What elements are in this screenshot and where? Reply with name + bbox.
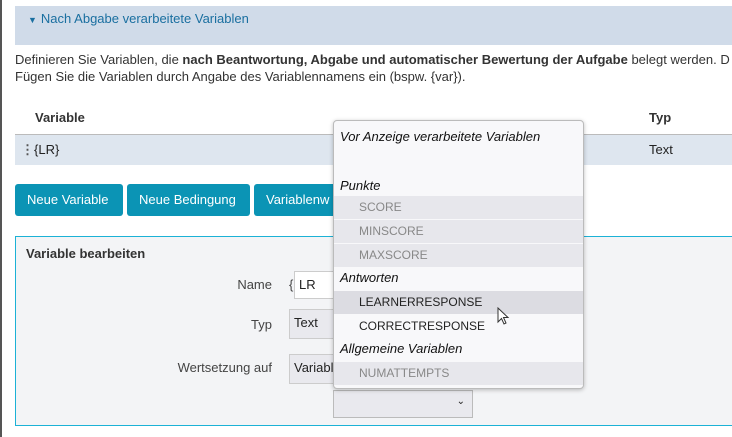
section-header[interactable]: ▼ Nach Abgabe verarbeitete Variablen xyxy=(15,6,732,45)
chevron-down-icon: ⌄ xyxy=(456,396,465,407)
assign-label: Wertsetzung auf xyxy=(177,360,272,375)
section-title: Nach Abgabe verarbeitete Variablen xyxy=(40,11,249,26)
option-score: SCORE xyxy=(334,196,583,219)
group-label: Punkte xyxy=(340,178,381,193)
cursor-icon xyxy=(497,307,510,325)
variable-dropdown: Vor Anzeige verarbeitete Variablen Punkt… xyxy=(333,120,584,389)
type-label: Typ xyxy=(251,317,272,332)
drag-handle-icon[interactable]: ⋮ xyxy=(21,142,34,157)
new-variable-button[interactable]: Neue Variable xyxy=(15,184,123,216)
col-variable: Variable xyxy=(35,110,85,125)
variable-value-button[interactable]: Variablenw xyxy=(254,184,344,216)
name-prefix: { xyxy=(289,277,294,292)
variable-select[interactable]: ⌄ xyxy=(333,390,473,418)
desc-text: Definieren Sie Variablen, die xyxy=(15,52,183,67)
option-numattempts: NUMATTEMPTS xyxy=(334,362,583,385)
row-variable: {LR} xyxy=(34,142,60,157)
group-label: Allgemeine Variablen xyxy=(340,341,463,356)
new-condition-button[interactable]: Neue Bedingung xyxy=(127,184,250,216)
row-type: Text xyxy=(649,142,673,157)
group-label: Vor Anzeige verarbeitete Variablen xyxy=(340,129,541,144)
window-border xyxy=(0,0,2,437)
desc-line2: Fügen Sie die Variablen durch Angabe des… xyxy=(15,69,466,84)
desc-text-end: belegt werden. D xyxy=(627,52,730,67)
panel-title: Variable bearbeiten xyxy=(26,246,146,261)
name-label: Name xyxy=(237,277,272,292)
desc-bold: nach Beantwortung, Abgabe und automatisc… xyxy=(182,52,628,67)
option-learnerresponse[interactable]: LEARNERRESPONSE xyxy=(334,291,583,314)
group-label: Antworten xyxy=(340,270,399,285)
col-typ: Typ xyxy=(649,110,672,125)
caret-down-icon: ▼ xyxy=(28,15,37,25)
option-correctresponse[interactable]: CORRECTRESPONSE xyxy=(359,319,486,333)
option-minscore: MINSCORE xyxy=(334,220,583,243)
option-maxscore: MAXSCORE xyxy=(334,244,583,267)
description: Definieren Sie Variablen, die nach Beant… xyxy=(15,51,732,85)
